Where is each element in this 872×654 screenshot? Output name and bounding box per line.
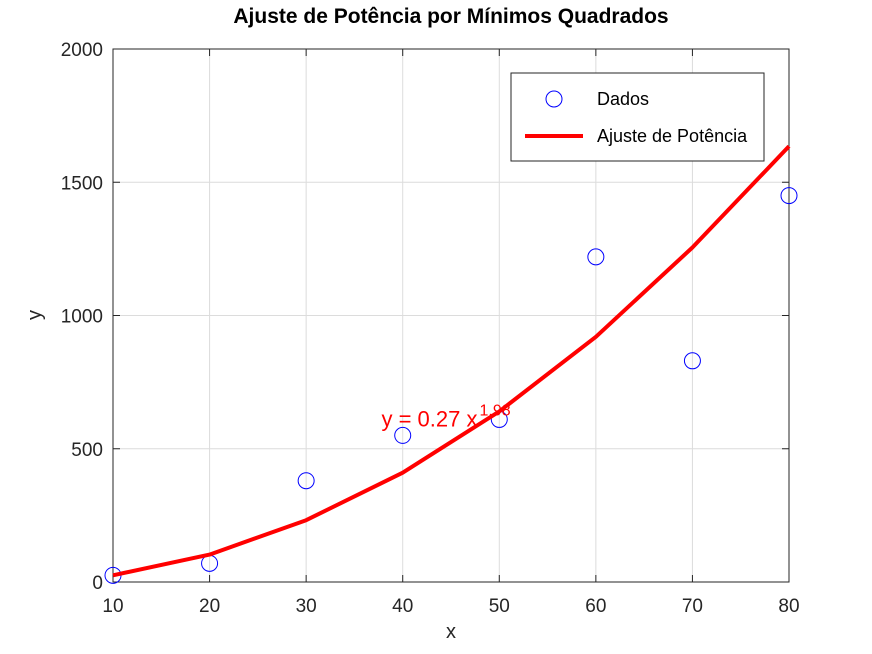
data-point bbox=[780, 187, 798, 205]
fit-exponent: 1.98 bbox=[479, 402, 510, 419]
x-tick-label: 30 bbox=[296, 596, 317, 617]
legend: Dados Ajuste de Potência bbox=[510, 72, 765, 162]
ticks: 10 20 30 40 50 60 70 80 0 500 1000 1500 2000 bbox=[61, 40, 800, 617]
x-axis-label: x bbox=[446, 621, 456, 643]
data-point bbox=[587, 248, 605, 266]
x-tick-label: 40 bbox=[392, 596, 413, 617]
x-tick-label: 60 bbox=[585, 596, 606, 617]
y-tick-label: 1000 bbox=[61, 307, 103, 328]
x-tick-label: 70 bbox=[682, 596, 703, 617]
series-layer bbox=[104, 144, 798, 584]
y-tick-label: 500 bbox=[71, 440, 103, 461]
data-point bbox=[394, 426, 412, 444]
legend-box bbox=[510, 72, 765, 162]
fit-line bbox=[112, 144, 791, 578]
chart-title: Ajuste de Potência por Mínimos Quadrados bbox=[233, 5, 668, 28]
x-tick-label: 20 bbox=[199, 596, 220, 617]
legend-label: Ajuste de Potência bbox=[597, 126, 748, 146]
fit-annotation: y = 0.27 x 1.98 bbox=[381, 402, 510, 431]
legend-label: Dados bbox=[597, 89, 649, 109]
legend-marker-swatch bbox=[545, 90, 563, 108]
x-tick-label: 80 bbox=[778, 596, 799, 617]
y-axis-label: y bbox=[24, 310, 46, 320]
fit-equation: y = 0.27 x bbox=[381, 406, 477, 431]
x-tick-label: 10 bbox=[102, 596, 123, 617]
x-tick-label: 50 bbox=[489, 596, 510, 617]
y-tick-label: 1500 bbox=[61, 173, 103, 194]
y-tick-label: 0 bbox=[92, 573, 103, 594]
data-point bbox=[683, 352, 701, 370]
y-tick-label: 2000 bbox=[61, 40, 103, 61]
data-point bbox=[297, 472, 315, 490]
